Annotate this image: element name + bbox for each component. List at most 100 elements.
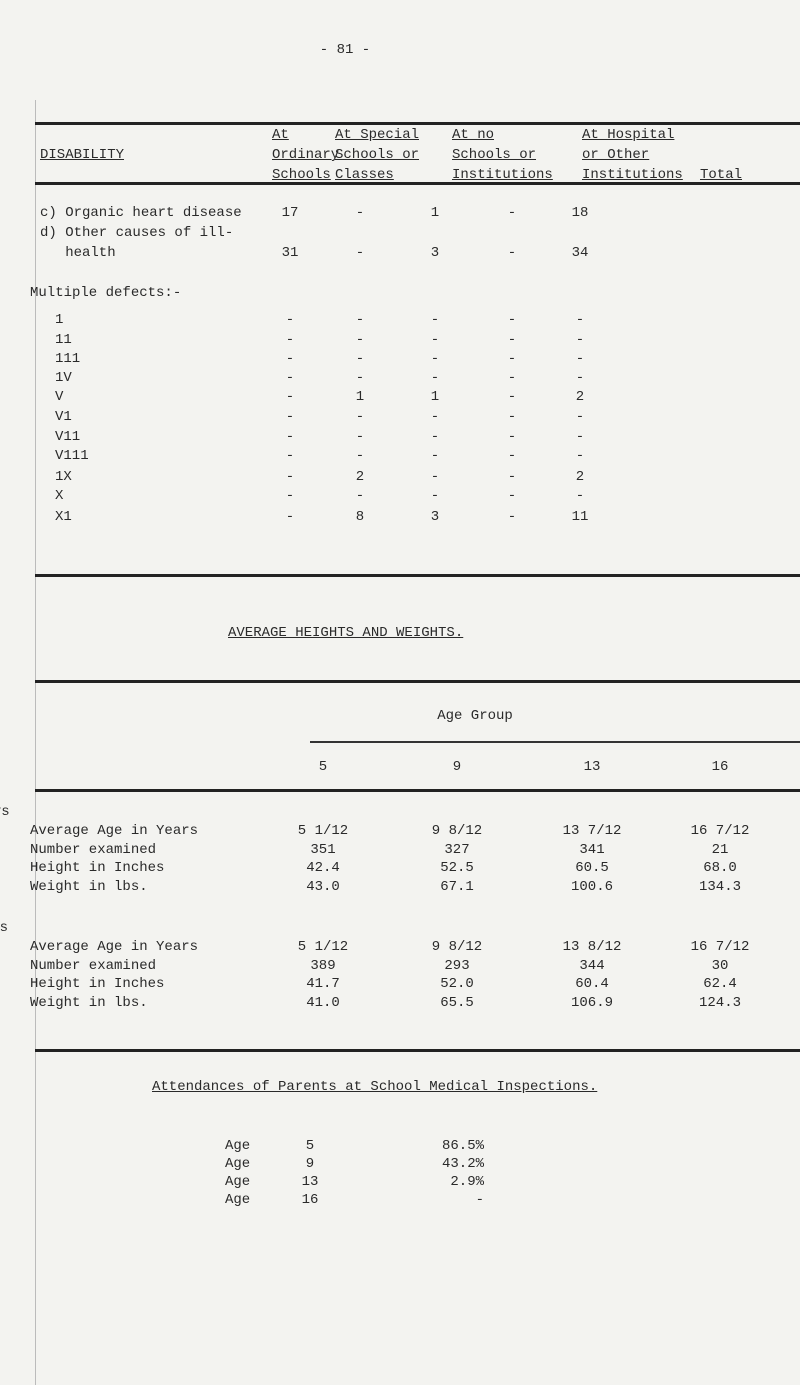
cell: -: [285, 448, 295, 464]
cell: 2: [355, 469, 365, 485]
rule: [35, 182, 800, 185]
cell: 344: [579, 957, 605, 974]
cell: -: [430, 469, 440, 485]
cell: 65.5: [440, 995, 474, 1012]
cell: -: [355, 409, 365, 425]
cell: -: [575, 351, 585, 367]
cell: 41.0: [306, 995, 340, 1012]
cell: 5 1/12: [297, 939, 349, 955]
cell: 1: [430, 205, 440, 221]
column-header: At no: [452, 127, 495, 143]
row-label: 1V: [55, 370, 72, 386]
row-label: health: [40, 245, 116, 261]
cell: 13 8/12: [562, 939, 622, 955]
column-header: At Hospital: [582, 127, 675, 143]
cell: -: [355, 351, 365, 367]
cell: -: [285, 332, 295, 348]
cell: 60.4: [575, 976, 609, 993]
column-header: DISABILITY: [40, 147, 125, 163]
cell: -: [507, 448, 517, 464]
cell: -: [575, 370, 585, 386]
cell: -: [355, 488, 365, 504]
cell: -: [355, 205, 365, 221]
rule: [35, 122, 800, 125]
cell: -: [430, 312, 440, 328]
rule: [35, 680, 800, 683]
row-label: c) Organic heart disease: [40, 205, 242, 221]
cell: 16 7/12: [690, 939, 750, 955]
cell: 31: [281, 245, 299, 261]
cell: -: [430, 409, 440, 425]
row-label: Average Age in Years: [30, 823, 199, 839]
cell: -: [355, 245, 365, 261]
cell: -: [507, 488, 517, 504]
cell: 341: [579, 841, 605, 858]
cell: -: [575, 409, 585, 425]
cell: 351: [310, 841, 336, 858]
cell: -: [285, 488, 295, 504]
cell: -: [575, 488, 585, 504]
cell: -: [507, 409, 517, 425]
age: 13: [301, 1174, 319, 1190]
row-label: V1: [55, 409, 72, 425]
cell: -: [507, 389, 517, 405]
cell: 30: [711, 957, 729, 974]
row-label: V111: [55, 448, 89, 464]
column-header: Total: [700, 167, 743, 183]
cell: -: [507, 509, 517, 525]
column-header: At Special: [335, 127, 420, 143]
age: 16: [301, 1192, 319, 1208]
cell: -: [430, 332, 440, 348]
row-label: Height in Inches: [30, 976, 165, 993]
cell: 42.4: [306, 860, 340, 877]
cell: -: [285, 509, 295, 525]
cell: 9 8/12: [431, 823, 483, 839]
rule: [35, 1049, 800, 1052]
cell: -: [507, 205, 517, 221]
age-header: 16: [711, 759, 729, 775]
cell: -: [575, 332, 585, 348]
cell: -: [507, 429, 517, 445]
row-label: Weight in lbs.: [30, 995, 148, 1012]
cell: -: [285, 429, 295, 445]
cell: 2: [575, 389, 585, 405]
group-name: Girls: [0, 920, 9, 936]
cell: -: [507, 332, 517, 348]
cell: 3: [430, 509, 440, 525]
row-label: Weight in lbs.: [30, 879, 148, 896]
rule: [35, 574, 800, 577]
rule: [35, 789, 800, 792]
cell: 18: [571, 205, 589, 221]
cell: -: [507, 469, 517, 485]
column-header: Schools or: [452, 147, 537, 163]
cell: -: [355, 332, 365, 348]
column-header: Institutions: [582, 167, 683, 183]
cell: -: [507, 351, 517, 367]
cell: -: [285, 370, 295, 386]
age-header: 13: [583, 759, 601, 775]
cell: 11: [571, 509, 589, 525]
age-header: 9: [452, 759, 462, 775]
cell: -: [575, 429, 585, 445]
row-label: X: [55, 488, 64, 504]
cell: 34: [571, 245, 589, 261]
cell: -: [285, 351, 295, 367]
row-label: Age: [225, 1156, 251, 1172]
cell: 67.1: [440, 879, 474, 896]
cell: -: [355, 448, 365, 464]
row-label: d) Other causes of ill-: [40, 225, 234, 241]
cell: 5 1/12: [297, 823, 349, 839]
cell: 3: [430, 245, 440, 261]
cell: -: [430, 488, 440, 504]
cell: 327: [444, 841, 470, 858]
column-header: or Other: [582, 147, 650, 163]
cell: -: [285, 389, 295, 405]
row-label: V: [55, 389, 64, 405]
cell: 124.3: [698, 995, 742, 1012]
margin-line: [35, 100, 36, 1385]
row-label: Number examined: [30, 957, 157, 974]
cell: 52.0: [440, 976, 474, 993]
age-header: 5: [318, 759, 328, 775]
row-label: Age: [225, 1192, 251, 1208]
